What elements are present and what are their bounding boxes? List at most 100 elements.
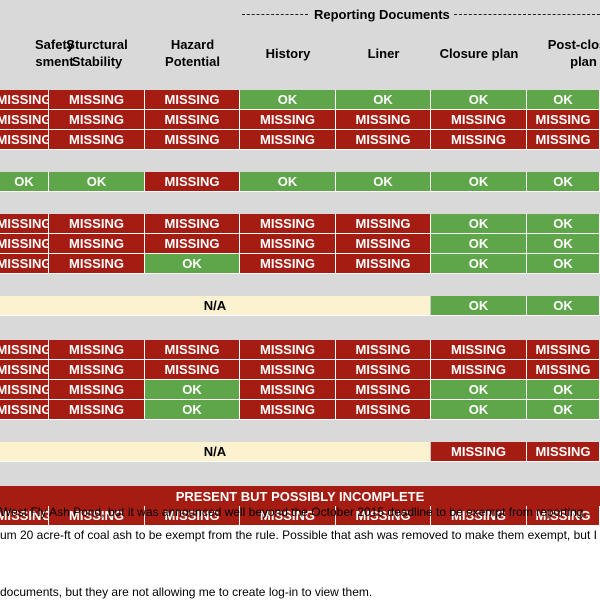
status-missing-cell: MISSING [0,234,49,254]
status-missing-cell: MISSING [431,130,527,150]
table-row: MISSINGMISSINGMISSINGMISSINGMISSINGMISSI… [0,130,600,150]
status-ok-cell: OK [145,254,240,274]
table-row: MISSINGMISSINGMISSINGMISSINGMISSINGMISSI… [0,360,600,380]
group-separator [0,274,600,296]
status-missing-cell: MISSING [0,400,49,420]
status-missing-cell: MISSING [336,214,431,234]
status-missing-cell: MISSING [49,90,145,110]
status-missing-cell: MISSING [240,130,336,150]
status-ok-cell: OK [431,172,527,192]
status-missing-cell: MISSING [240,360,336,380]
table-row: MISSINGMISSINGMISSINGOKOKOKOK [0,90,600,110]
section-title: Reporting Documents [0,5,600,25]
status-missing-cell: MISSING [240,380,336,400]
status-missing-cell: MISSING [527,442,600,462]
status-missing-cell: MISSING [527,130,600,150]
table-row: OK OK MISSING OK OK OK OK [0,172,600,192]
column-header-5: Liner [367,45,400,61]
status-missing-cell: MISSING [336,360,431,380]
status-missing-cell: MISSING [240,234,336,254]
status-missing-cell: MISSING [49,400,145,420]
status-missing-cell: MISSING [336,254,431,274]
status-banner: PRESENT BUT POSSIBLY INCOMPLETE [0,486,600,506]
group-separator [0,462,600,486]
status-missing-cell: MISSING [145,110,240,130]
status-ok-cell: OK [527,90,600,110]
status-missing-cell: MISSING [336,506,431,526]
status-missing-cell: MISSING [336,110,431,130]
table-row: MISSINGMISSINGOKMISSINGMISSINGOKOK [0,400,600,420]
status-missing-cell: MISSING [527,110,600,130]
status-missing-cell: MISSING [0,110,49,130]
status-ok-cell: OK [527,214,600,234]
na-cell: N/A [0,442,431,462]
status-ok-cell: OK [145,380,240,400]
status-ok-cell: OK [431,90,527,110]
status-missing-cell: MISSING [240,506,336,526]
status-ok-cell: OK [431,254,527,274]
status-missing-cell: MISSING [145,234,240,254]
status-missing-cell: MISSING [145,360,240,380]
status-missing-cell: MISSING [145,90,240,110]
status-ok-cell: OK [527,254,600,274]
status-missing-cell: MISSING [527,506,600,526]
status-missing-cell: MISSING [145,506,240,526]
status-missing-cell: MISSING [0,360,49,380]
group-separator [0,316,600,340]
status-ok-cell: OK [431,400,527,420]
status-missing-cell: MISSING [336,234,431,254]
section-title-label: Reporting Documents [314,7,450,22]
status-ok-cell: OK [527,172,600,192]
title-dash-left [242,14,308,15]
status-missing-cell: MISSING [49,360,145,380]
table-row: MISSINGMISSINGOKMISSINGMISSINGOKOK [0,380,600,400]
column-header-6: Closure plan [439,45,519,61]
status-missing-cell: MISSING [240,214,336,234]
status-ok-cell: OK [0,172,49,192]
status-missing-cell: MISSING [336,130,431,150]
table-row: MISSINGMISSINGMISSINGMISSINGMISSINGMISSI… [0,340,600,360]
group-separator [0,192,600,214]
footnote-line: West Fly Ash Pond, but it was announced … [0,505,587,519]
status-missing-cell: MISSING [527,360,600,380]
status-missing-cell: MISSING [0,214,49,234]
column-header-3: Hazard Potential [165,37,220,69]
na-cell: N/A [0,296,431,316]
status-missing-cell: MISSING [0,380,49,400]
status-missing-cell: MISSING [145,340,240,360]
status-missing-cell: MISSING [527,340,600,360]
status-missing-cell: MISSING [0,340,49,360]
status-missing-cell: MISSING [49,380,145,400]
status-ok-cell: OK [527,296,600,316]
status-ok-cell: OK [336,172,431,192]
table-row: MISSINGMISSINGMISSINGMISSINGMISSINGMISSI… [0,110,600,130]
status-ok-cell: OK [49,172,145,192]
group-separator [0,88,600,90]
status-missing-cell: MISSING [336,400,431,420]
status-missing-cell: MISSING [145,172,240,192]
status-missing-cell: MISSING [0,130,49,150]
status-ok-cell: OK [431,296,527,316]
status-missing-cell: MISSING [240,254,336,274]
status-missing-cell: MISSING [336,340,431,360]
status-missing-cell: MISSING [49,110,145,130]
status-missing-cell: MISSING [49,340,145,360]
status-ok-cell: OK [240,90,336,110]
status-ok-cell: OK [527,234,600,254]
status-missing-cell: MISSING [431,506,527,526]
table-row: N/A MISSING MISSING [0,442,600,462]
status-missing-cell: MISSING [431,442,527,462]
status-missing-cell: MISSING [0,506,49,526]
status-missing-cell: MISSING [145,214,240,234]
status-ok-cell: OK [431,214,527,234]
table-row: N/A OK OK [0,296,600,316]
status-missing-cell: MISSING [49,506,145,526]
status-ok-cell: OK [240,172,336,192]
status-missing-cell: MISSING [431,360,527,380]
table-row: MISSINGMISSINGOKMISSINGMISSINGOKOK [0,254,600,274]
status-missing-cell: MISSING [240,340,336,360]
status-missing-cell: MISSING [49,130,145,150]
